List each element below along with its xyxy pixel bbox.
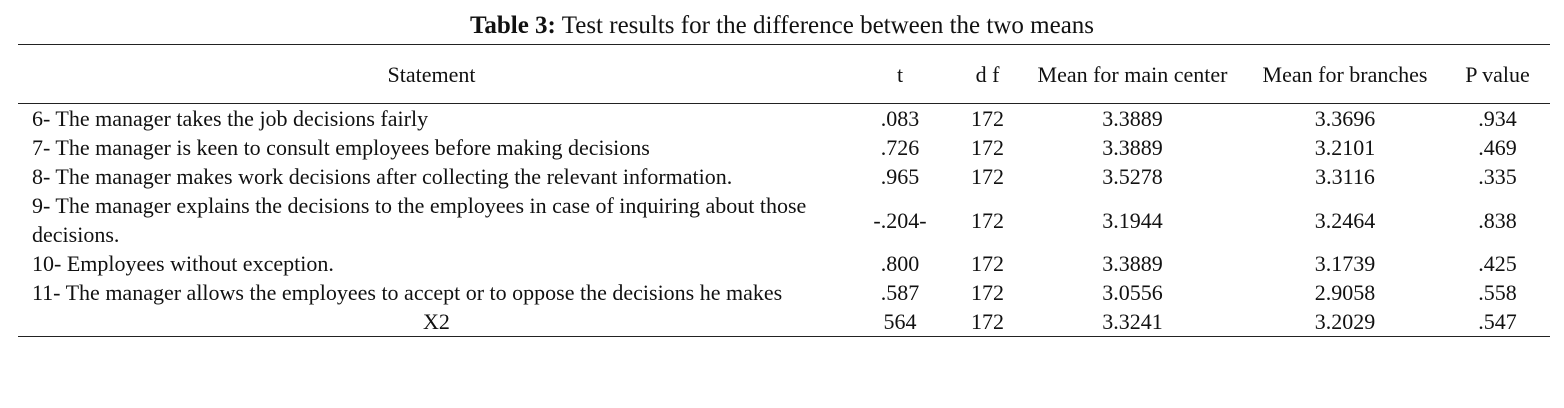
value-cell: 3.5278 [1102,164,1163,189]
value-cell: .083 [880,106,920,131]
value-cell: .425 [1478,251,1517,276]
statement-cell: 10- Employees without exception. [32,251,334,276]
column-header: t [845,44,955,104]
value-cell: .547 [1445,307,1550,337]
caption-label: Table 3: [469,12,556,39]
column-header: Statement [18,44,845,104]
table-head: Statement t d f Mean for main center Mean fo… [18,44,1550,104]
value-cell: .934 [1478,106,1517,131]
value-cell: 172 [971,164,1004,189]
header-row: Statement t d f Mean for main center Mean fo… [18,44,1550,104]
value-cell: 3.3889 [1102,106,1163,131]
value-cell: 172 [971,280,1004,305]
table-body: 6- The manager takes the job decisions f… [18,104,1550,337]
value-cell: 172 [971,135,1004,160]
value-cell: .469 [1478,135,1517,160]
table-row: 9- The manager explains the decisions to… [18,191,1550,249]
value-cell: 3.3889 [1102,135,1163,160]
value-cell: 3.2029 [1245,307,1445,337]
value-cell: 2.9058 [1314,280,1376,305]
column-header: d f [955,44,1020,104]
value-cell: 172 [971,251,1004,276]
results-table: Statement t d f Mean for main center Mean fo… [18,44,1550,337]
value-cell: 3.3696 [1314,106,1376,131]
statement-cell: 8- The manager makes work decisions afte… [32,164,733,189]
table-row: 8- The manager makes work decisions afte… [18,162,1550,191]
table-row: X2 564 172 3.3241 3.2029.547 [18,307,1550,337]
value-cell: 3.3889 [1102,251,1163,276]
statement-cell: 7- The manager is keen to consult employ… [32,135,650,160]
value-cell: 3.2101 [1314,135,1376,160]
value-cell: -.204- [873,207,927,233]
value-cell: 3.3116 [1315,164,1375,189]
value-cell: 3.1739 [1314,251,1376,276]
value-cell: 172 [971,106,1004,131]
value-cell: 172 [955,307,1020,337]
value-cell: 3.1944 [1102,207,1163,233]
table-row: 10- Employees without exception. .800 172 3… [18,249,1550,278]
value-cell: 3.2464 [1314,207,1376,233]
column-header: Mean for branches [1245,44,1445,104]
caption-text: Test results for the difference between … [561,12,1095,39]
value-cell: 564 [845,307,955,337]
value-cell: .726 [880,135,920,160]
value-cell: .558 [1478,280,1517,305]
value-cell: 172 [971,207,1004,233]
statement-cell: X2 [18,307,845,337]
column-header: Mean for main center [1020,44,1245,104]
value-cell: .335 [1478,164,1517,189]
value-cell: .800 [880,251,920,276]
value-cell: .965 [880,164,920,189]
statement-cell: 9- The manager explains the decisions to… [32,193,807,247]
value-cell: .838 [1478,207,1517,233]
table-row: 11- The manager allows the employees to … [18,278,1550,307]
table-row: 7- The manager is keen to consult employ… [18,133,1550,162]
value-cell: 3.3241 [1020,307,1245,337]
value-cell: .587 [880,280,920,305]
column-header: P value [1445,44,1550,104]
statement-cell: 11- The manager allows the employees to … [32,280,783,305]
statement-cell: 6- The manager takes the job decisions f… [32,106,429,131]
table-caption: Table 3: Test results for the difference… [0,10,1564,42]
value-cell: 3.0556 [1102,280,1163,305]
table-row: 6- The manager takes the job decisions f… [18,104,1550,134]
